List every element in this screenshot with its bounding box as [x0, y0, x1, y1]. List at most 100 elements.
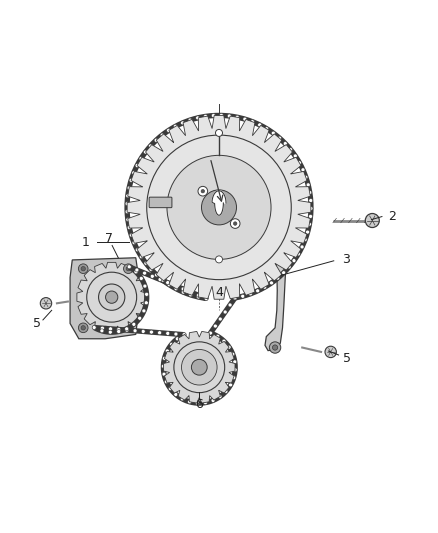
Circle shape — [308, 214, 312, 219]
Circle shape — [132, 171, 136, 175]
Circle shape — [147, 135, 291, 280]
Circle shape — [154, 138, 158, 142]
Circle shape — [143, 284, 147, 288]
Circle shape — [265, 127, 268, 131]
Polygon shape — [163, 332, 235, 403]
Circle shape — [215, 256, 223, 263]
Polygon shape — [77, 262, 146, 332]
Circle shape — [126, 194, 130, 198]
Circle shape — [248, 292, 252, 296]
Circle shape — [160, 133, 164, 137]
Circle shape — [135, 268, 139, 272]
Circle shape — [149, 330, 153, 334]
Circle shape — [135, 248, 139, 252]
Circle shape — [201, 190, 237, 225]
Circle shape — [300, 245, 304, 249]
Circle shape — [231, 352, 235, 356]
Circle shape — [223, 310, 227, 314]
Circle shape — [227, 114, 231, 118]
Circle shape — [87, 272, 137, 322]
Text: 5: 5 — [343, 352, 351, 365]
Circle shape — [269, 245, 281, 256]
Circle shape — [278, 136, 282, 140]
Circle shape — [174, 392, 178, 397]
Circle shape — [138, 316, 141, 320]
Circle shape — [106, 291, 118, 303]
Circle shape — [309, 206, 313, 211]
Circle shape — [117, 329, 121, 334]
Circle shape — [126, 266, 131, 271]
Circle shape — [132, 322, 136, 326]
Circle shape — [181, 350, 217, 385]
Circle shape — [219, 114, 223, 117]
Circle shape — [218, 317, 222, 321]
Circle shape — [271, 131, 275, 135]
Circle shape — [197, 293, 201, 297]
Circle shape — [170, 342, 173, 346]
Polygon shape — [127, 116, 311, 299]
Circle shape — [81, 326, 85, 330]
Circle shape — [198, 187, 208, 196]
Circle shape — [201, 189, 205, 193]
Circle shape — [129, 179, 133, 182]
Circle shape — [167, 155, 271, 260]
Polygon shape — [212, 191, 226, 215]
Circle shape — [139, 255, 143, 259]
Circle shape — [241, 294, 245, 298]
Circle shape — [177, 166, 261, 249]
Circle shape — [99, 284, 125, 310]
Circle shape — [196, 295, 200, 299]
Circle shape — [269, 342, 281, 353]
Circle shape — [235, 115, 239, 119]
Circle shape — [144, 301, 148, 305]
Circle shape — [233, 360, 237, 364]
Circle shape — [134, 270, 138, 274]
Circle shape — [195, 401, 199, 405]
Circle shape — [145, 293, 148, 296]
Circle shape — [208, 331, 212, 335]
Circle shape — [365, 214, 379, 228]
Circle shape — [127, 265, 131, 269]
Circle shape — [127, 186, 131, 190]
Circle shape — [135, 164, 139, 167]
Circle shape — [185, 353, 213, 381]
Circle shape — [100, 326, 104, 330]
Circle shape — [180, 397, 184, 401]
Circle shape — [263, 285, 267, 289]
Circle shape — [162, 372, 166, 376]
Circle shape — [307, 222, 311, 227]
Circle shape — [215, 334, 219, 338]
Circle shape — [189, 293, 193, 297]
Circle shape — [125, 328, 129, 332]
Circle shape — [127, 225, 131, 229]
Circle shape — [126, 217, 130, 222]
Circle shape — [303, 238, 307, 241]
Circle shape — [166, 281, 170, 285]
Circle shape — [182, 333, 186, 337]
Circle shape — [282, 271, 286, 274]
Circle shape — [232, 376, 236, 379]
Circle shape — [117, 327, 121, 332]
Circle shape — [301, 168, 305, 172]
Circle shape — [306, 230, 310, 234]
Circle shape — [81, 266, 85, 271]
Circle shape — [150, 274, 154, 278]
Circle shape — [243, 117, 247, 121]
Text: 4: 4 — [215, 286, 223, 300]
Circle shape — [148, 144, 152, 148]
Circle shape — [78, 264, 88, 273]
Circle shape — [40, 297, 52, 309]
Circle shape — [125, 327, 129, 331]
Circle shape — [139, 277, 143, 280]
Polygon shape — [265, 243, 286, 351]
Circle shape — [213, 324, 217, 328]
Circle shape — [155, 273, 159, 277]
Circle shape — [306, 183, 310, 187]
Circle shape — [208, 331, 212, 335]
Circle shape — [218, 394, 222, 399]
Text: 6: 6 — [195, 398, 203, 411]
Polygon shape — [70, 258, 145, 339]
Circle shape — [191, 359, 207, 375]
Circle shape — [269, 281, 273, 285]
Circle shape — [165, 349, 169, 353]
